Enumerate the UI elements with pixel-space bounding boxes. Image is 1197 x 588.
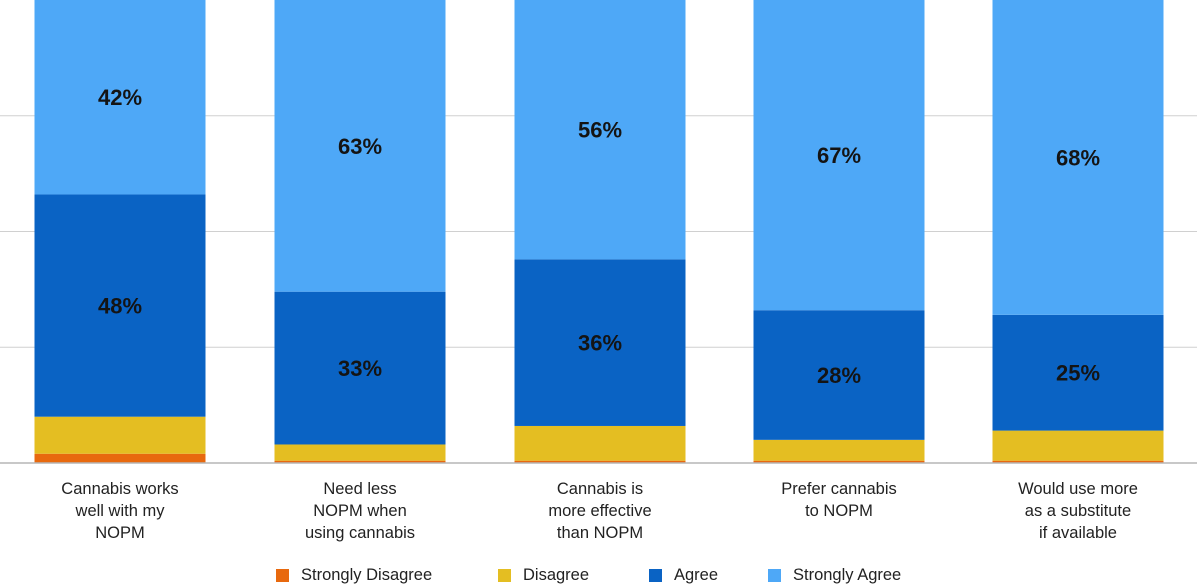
data-label: 56%: [578, 118, 622, 143]
data-label: 33%: [338, 356, 382, 381]
category-label: Cannabis works well with my NOPM: [61, 480, 179, 542]
bar-segment-disagree: [34, 416, 206, 454]
data-label: 25%: [1056, 361, 1100, 386]
data-label: 63%: [338, 134, 382, 159]
legend-item: Disagree: [498, 566, 589, 585]
bar-segment-agree: [992, 314, 1164, 431]
bar-segment-disagree: [514, 425, 686, 461]
bar-segment-agree: [753, 310, 925, 440]
bar-segment-agree: [34, 194, 206, 417]
data-label: 48%: [98, 294, 142, 319]
legend-label: Disagree: [523, 566, 590, 584]
legend-swatch: [649, 569, 662, 582]
legend-label: Agree: [674, 566, 719, 584]
bar-segment-agree: [514, 259, 686, 426]
bar-segment-disagree: [992, 430, 1164, 461]
bar-segment-strongly-disagree: [34, 453, 206, 463]
legend-item: Agree: [649, 566, 718, 585]
legend-item: Strongly Agree: [768, 566, 901, 585]
legend-label: Strongly Agree: [793, 566, 902, 584]
legend-swatch: [276, 569, 289, 582]
category-label: Would use more as a substitute if availa…: [1018, 480, 1138, 542]
legend-label: Strongly Disagree: [301, 566, 433, 584]
bar-segment-strongly-agree: [753, 0, 925, 311]
data-label: 67%: [817, 143, 861, 168]
category-label: Cannabis is more effective than NOPM: [548, 480, 652, 542]
data-label: 68%: [1056, 145, 1100, 170]
data-label: 28%: [817, 363, 861, 388]
bar-segment-agree: [274, 291, 446, 445]
bar-segment-strongly-agree: [992, 0, 1164, 315]
stacked-bar-chart: 48% 42% 33% 63% 36% 56% 28% 67% 25% 68%: [0, 0, 1197, 464]
legend-swatch: [768, 569, 781, 582]
bar-segment-disagree: [753, 439, 925, 461]
bar-segment-strongly-disagree: [274, 460, 446, 463]
data-label: 42%: [98, 85, 142, 110]
legend-swatch: [498, 569, 511, 582]
data-labels: 48% 42% 33% 63% 36% 56% 28% 67% 25% 68%: [98, 85, 1100, 388]
bar-segment-strongly-disagree: [753, 460, 925, 463]
legend-item: Strongly Disagree: [276, 566, 432, 585]
bar-segment-strongly-disagree: [992, 460, 1164, 463]
bar-segment-strongly-agree: [274, 0, 446, 292]
bar-segment-strongly-agree: [34, 0, 206, 195]
category-label: Need less NOPM when using cannabis: [304, 480, 416, 542]
category-label: Prefer cannabis to NOPM: [781, 480, 897, 520]
legend: Strongly Disagree Disagree Agree Strongly A…: [0, 566, 1197, 588]
data-label: 36%: [578, 331, 622, 356]
bar-segment-strongly-agree: [514, 0, 686, 260]
bars: [34, 0, 1164, 463]
bar-segment-strongly-disagree: [514, 460, 686, 463]
bar-segment-disagree: [274, 444, 446, 461]
